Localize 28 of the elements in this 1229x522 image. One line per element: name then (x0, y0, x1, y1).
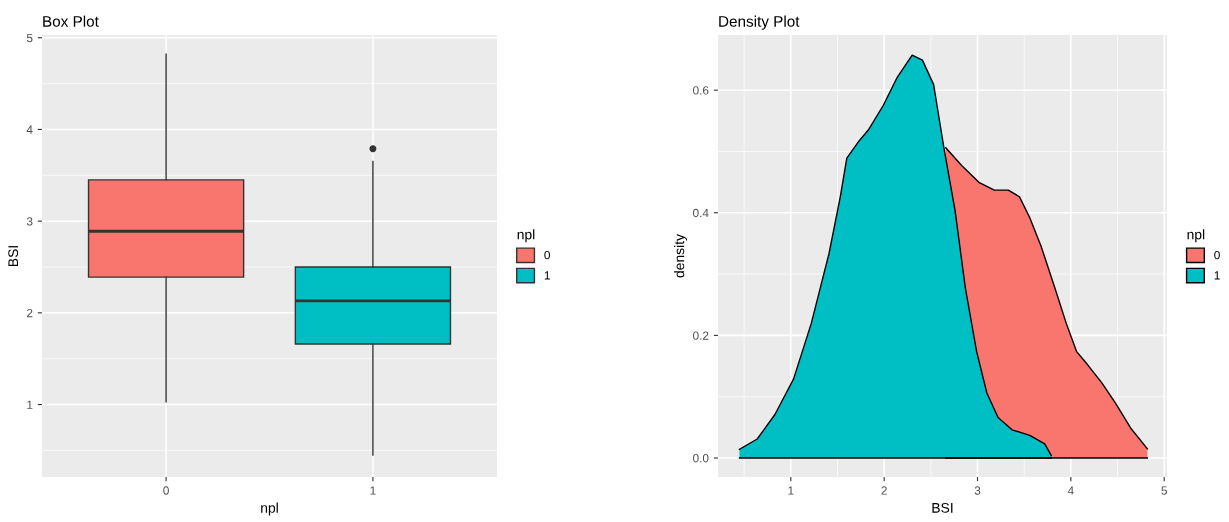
y-tick-label: 5 (26, 33, 33, 43)
y-tick-label: 1 (27, 400, 33, 409)
x-tick-label: 1 (788, 486, 794, 495)
y-tick-label: 0.4 (693, 208, 709, 218)
y-tick-label: 2 (27, 308, 33, 318)
chart-title: Density Plot (719, 15, 800, 30)
y-tick-label: 0.6 (693, 86, 709, 95)
x-axis-title: npl (261, 502, 278, 516)
x-tick-label: 2 (881, 486, 887, 495)
y-tick-label: 0.0 (693, 454, 709, 463)
legend-title: npl (517, 229, 535, 243)
x-tick-label: 0 (163, 486, 169, 495)
y-tick-label: 4 (26, 125, 33, 134)
y-tick-label: 3 (26, 217, 33, 226)
y-tick-label: 0.2 (693, 331, 709, 340)
chart-title: Box Plot (43, 15, 99, 27)
legend-label: 1 (544, 271, 550, 280)
x-tick-label: 4 (1067, 486, 1074, 495)
legend-label: 0 (1214, 250, 1220, 260)
y-axis-title: density (674, 234, 688, 278)
y-axis-title: BSI (8, 246, 19, 267)
legend-label: 1 (1214, 271, 1220, 280)
legend-title: npl (1187, 229, 1205, 243)
x-tick-label: 5 (1161, 486, 1167, 495)
x-axis-title: BSI (932, 502, 953, 513)
x-tick-label: 1 (370, 486, 376, 495)
legend-label: 0 (544, 250, 550, 260)
x-tick-label: 3 (974, 486, 981, 495)
